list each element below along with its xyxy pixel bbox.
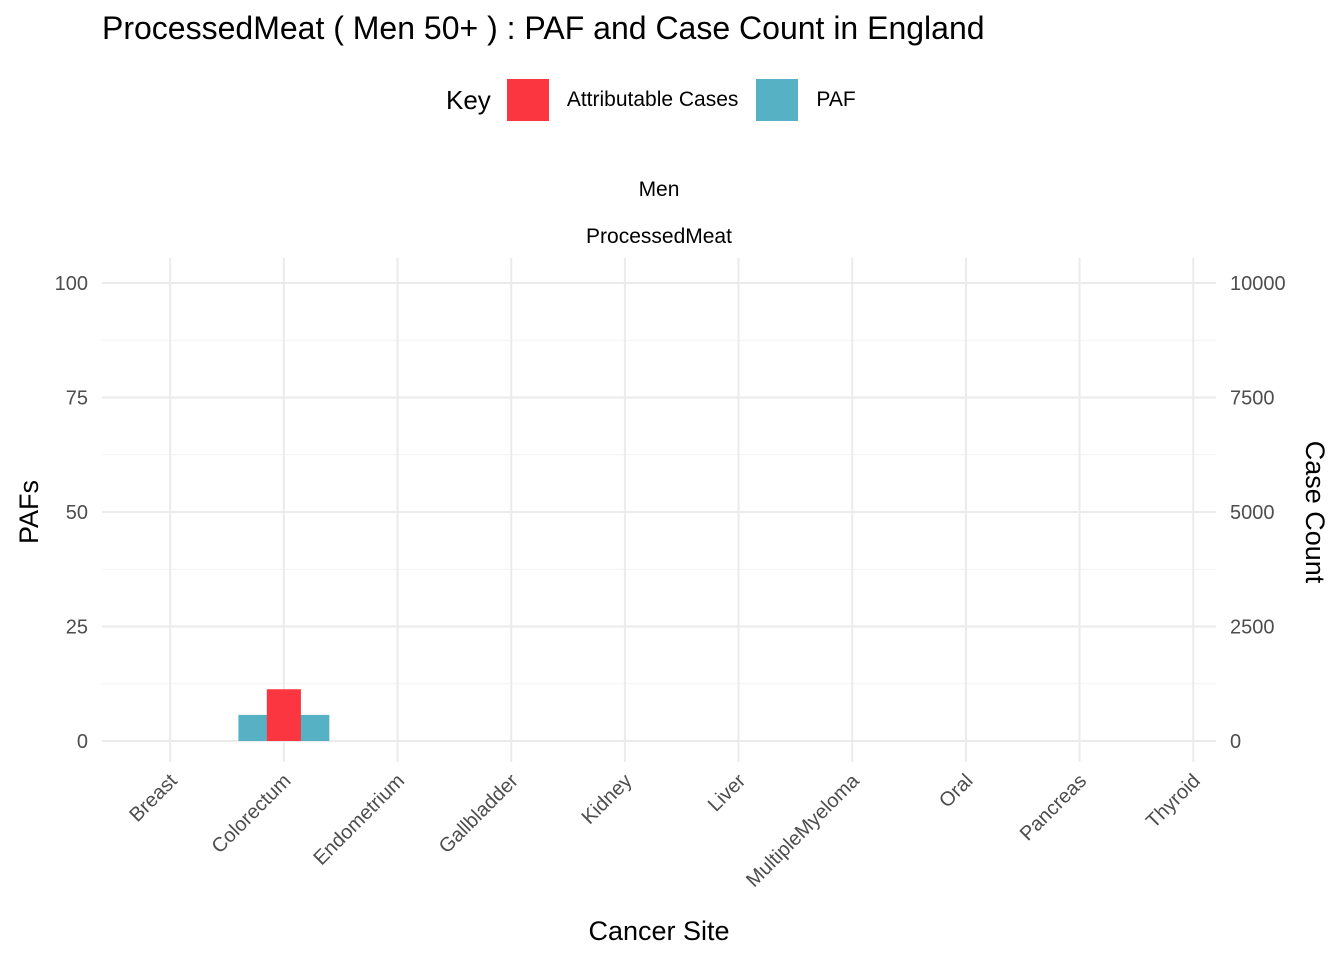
y-tick-left: 0 <box>77 731 88 753</box>
legend-swatch-attributable-cases <box>506 79 549 121</box>
x-tick-endometrium: Endometrium <box>309 770 409 870</box>
y-tick-left: 25 <box>66 617 88 639</box>
x-tick-pancreas: Pancreas <box>1016 770 1091 845</box>
x-tick-breast: Breast <box>125 770 182 827</box>
x-tick-multiplemyeloma: MultipleMyeloma <box>742 769 864 891</box>
x-axis-title: Cancer Site <box>588 916 729 946</box>
y-tick-right: 10000 <box>1230 273 1286 295</box>
x-tick-gallbladder: Gallbladder <box>435 770 523 858</box>
legend-label-attributable-cases: Attributable Cases <box>566 88 739 111</box>
facet-strip-factor: ProcessedMeat <box>586 225 732 248</box>
legend-label-paf: PAF <box>816 88 856 111</box>
y-tick-left: 50 <box>66 502 88 524</box>
y-tick-left: 75 <box>66 388 88 410</box>
legend-title: Key <box>446 84 491 115</box>
y-axis-title-left: PAFs <box>14 480 44 544</box>
y-tick-right: 7500 <box>1230 388 1275 410</box>
x-tick-thyroid: Thyroid <box>1142 770 1205 833</box>
y-tick-left: 100 <box>55 273 88 295</box>
x-tick-kidney: Kidney <box>578 770 637 829</box>
chart-title: ProcessedMeat ( Men 50+ ) : PAF and Case… <box>102 10 985 46</box>
x-tick-oral: Oral <box>935 770 977 812</box>
x-tick-liver: Liver <box>704 770 750 816</box>
y-axis-title-right: Case Count <box>1300 441 1330 584</box>
legend: Key Attributable Cases PAF <box>446 78 874 122</box>
legend-swatch-paf <box>756 79 799 121</box>
y-tick-right: 2500 <box>1230 617 1275 639</box>
y-tick-right: 5000 <box>1230 502 1275 524</box>
y-tick-right: 0 <box>1230 731 1241 753</box>
bar-cases-colorectum <box>266 689 301 741</box>
x-tick-colorectum: Colorectum <box>208 770 296 858</box>
facet-strip-sex: Men <box>638 178 680 201</box>
